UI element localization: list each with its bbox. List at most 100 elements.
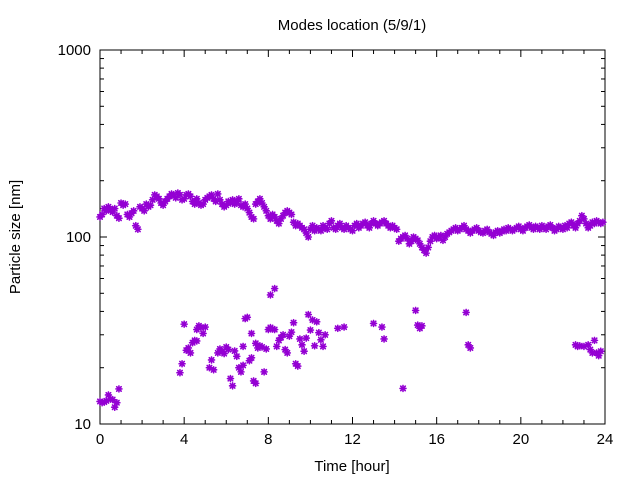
data-point <box>108 395 117 404</box>
data-point <box>228 382 237 390</box>
data-point <box>300 347 308 356</box>
data-point <box>262 345 271 353</box>
data-points <box>96 189 607 411</box>
x-tick-label: 0 <box>96 431 104 448</box>
data-point <box>251 379 260 388</box>
data-point <box>424 243 433 252</box>
data-point <box>270 325 279 334</box>
data-point <box>289 318 298 327</box>
data-point <box>226 374 235 383</box>
data-point <box>207 356 216 364</box>
data-point <box>312 317 321 326</box>
data-point <box>146 201 155 209</box>
data-point <box>251 339 260 348</box>
data-point <box>317 336 325 344</box>
data-point <box>249 215 258 223</box>
data-point <box>140 207 148 215</box>
data-point <box>296 335 304 343</box>
data-point <box>239 342 247 351</box>
data-point <box>180 320 188 328</box>
data-point <box>462 308 470 317</box>
data-point <box>596 347 605 356</box>
data-point <box>599 218 607 226</box>
x-axis-label: Time [hour] <box>314 458 389 475</box>
data-point <box>192 325 201 334</box>
data-point <box>319 342 327 351</box>
data-point <box>201 323 210 331</box>
data-point <box>110 204 119 213</box>
data-point <box>266 291 275 299</box>
data-point <box>230 347 239 355</box>
data-point <box>399 384 407 393</box>
x-axis: 0 4 8 12 16 20 24 <box>96 50 614 448</box>
data-point <box>411 306 420 315</box>
x-tick-label: 20 <box>512 431 529 448</box>
data-point <box>365 223 374 232</box>
data-point <box>224 345 233 354</box>
data-point <box>323 225 332 234</box>
data-point <box>192 337 201 345</box>
data-point <box>199 329 207 338</box>
chart-title: Modes location (5/9/1) <box>278 17 426 34</box>
data-point <box>588 349 597 357</box>
data-point <box>176 368 184 377</box>
data-point <box>422 249 430 257</box>
y-tick-label: 10 <box>74 416 91 433</box>
data-point <box>315 328 323 337</box>
data-point <box>129 207 138 215</box>
data-point <box>186 192 195 201</box>
data-point <box>327 217 336 225</box>
data-point <box>287 210 296 219</box>
data-point <box>209 365 218 374</box>
plot-frame <box>99 49 606 425</box>
data-point <box>272 342 281 351</box>
y-tick-label: 100 <box>66 229 91 246</box>
data-point <box>310 341 319 350</box>
data-point <box>247 353 256 362</box>
data-point <box>304 233 313 241</box>
x-tick-label: 24 <box>597 431 614 448</box>
data-point <box>369 319 378 328</box>
data-point <box>235 195 243 203</box>
data-point <box>333 324 342 333</box>
x-tick-label: 16 <box>428 431 445 448</box>
data-point <box>306 326 315 334</box>
data-point <box>247 329 256 338</box>
data-point <box>340 323 348 331</box>
data-point <box>214 190 222 198</box>
data-point <box>243 313 252 322</box>
y-axis-label: Particle size [nm] <box>7 180 24 294</box>
data-point <box>466 344 475 352</box>
y-tick-label: 1000 <box>58 42 91 59</box>
data-point <box>178 359 186 368</box>
data-point <box>279 330 287 339</box>
data-point <box>348 226 357 235</box>
data-point <box>186 349 195 357</box>
data-point <box>302 334 311 342</box>
data-point <box>590 336 599 345</box>
data-point <box>237 368 245 376</box>
data-point <box>378 323 386 331</box>
data-point <box>287 328 296 336</box>
data-point <box>308 316 317 324</box>
data-point <box>260 368 268 376</box>
data-point <box>113 398 121 407</box>
data-point <box>304 310 313 319</box>
data-point <box>115 385 123 393</box>
data-point <box>270 284 279 293</box>
data-point <box>121 200 130 208</box>
data-point <box>380 335 388 343</box>
x-tick-label: 12 <box>344 431 361 448</box>
data-point <box>298 341 306 349</box>
x-tick-label: 4 <box>180 431 188 448</box>
y-axis: 10 100 1000 <box>58 42 605 433</box>
data-point <box>134 225 142 234</box>
data-point <box>115 214 123 223</box>
data-point <box>232 352 241 361</box>
data-point <box>293 362 302 370</box>
data-point <box>392 225 401 234</box>
data-point <box>321 330 329 339</box>
data-point <box>418 322 426 330</box>
x-tick-label: 8 <box>264 431 272 448</box>
